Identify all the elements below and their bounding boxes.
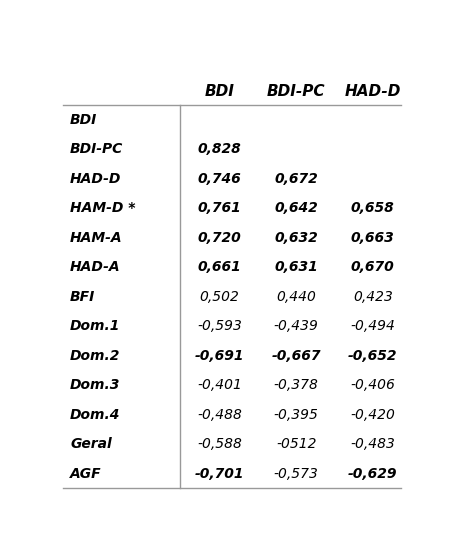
Text: Dom.2: Dom.2 xyxy=(70,349,120,363)
Text: BFI: BFI xyxy=(70,290,95,304)
Text: 0,502: 0,502 xyxy=(200,290,240,304)
Text: 0,670: 0,670 xyxy=(351,260,395,274)
Text: Dom.1: Dom.1 xyxy=(70,319,120,333)
Text: -0,395: -0,395 xyxy=(274,408,319,422)
Text: BDI-PC: BDI-PC xyxy=(267,84,326,99)
Text: -0,629: -0,629 xyxy=(348,467,397,481)
Text: HAM-D *: HAM-D * xyxy=(70,201,136,215)
Text: 0,720: 0,720 xyxy=(198,231,242,245)
Text: BDI-PC: BDI-PC xyxy=(70,142,123,157)
Text: HAD-A: HAD-A xyxy=(70,260,121,274)
Text: 0,423: 0,423 xyxy=(353,290,393,304)
Text: 0,632: 0,632 xyxy=(274,231,318,245)
Text: -0,593: -0,593 xyxy=(197,319,242,333)
Text: 0,672: 0,672 xyxy=(274,172,318,186)
Text: 0,642: 0,642 xyxy=(274,201,318,215)
Text: 0,746: 0,746 xyxy=(198,172,242,186)
Text: -0,483: -0,483 xyxy=(350,437,395,451)
Text: -0,439: -0,439 xyxy=(274,319,319,333)
Text: AGF: AGF xyxy=(70,467,101,481)
Text: Geral: Geral xyxy=(70,437,112,451)
Text: 0,761: 0,761 xyxy=(198,201,242,215)
Text: -0,488: -0,488 xyxy=(197,408,242,422)
Text: HAM-A: HAM-A xyxy=(70,231,123,245)
Text: HAD-D: HAD-D xyxy=(344,84,401,99)
Text: 0,661: 0,661 xyxy=(198,260,242,274)
Text: 0,658: 0,658 xyxy=(351,201,395,215)
Text: -0,652: -0,652 xyxy=(348,349,397,363)
Text: -0,588: -0,588 xyxy=(197,437,242,451)
Text: -0,401: -0,401 xyxy=(197,378,242,392)
Text: Dom.4: Dom.4 xyxy=(70,408,120,422)
Text: -0,378: -0,378 xyxy=(274,378,319,392)
Text: -0,406: -0,406 xyxy=(350,378,395,392)
Text: -0,667: -0,667 xyxy=(272,349,321,363)
Text: 0,440: 0,440 xyxy=(276,290,316,304)
Text: BDI: BDI xyxy=(70,113,97,127)
Text: -0,573: -0,573 xyxy=(274,467,319,481)
Text: 0,631: 0,631 xyxy=(274,260,318,274)
Text: 0,828: 0,828 xyxy=(198,142,242,157)
Text: Dom.3: Dom.3 xyxy=(70,378,120,392)
Text: -0,691: -0,691 xyxy=(195,349,244,363)
Text: BDI: BDI xyxy=(205,84,235,99)
Text: -0,420: -0,420 xyxy=(350,408,395,422)
Text: -0512: -0512 xyxy=(276,437,317,451)
Text: 0,663: 0,663 xyxy=(351,231,395,245)
Text: -0,701: -0,701 xyxy=(195,467,244,481)
Text: -0,494: -0,494 xyxy=(350,319,395,333)
Text: HAD-D: HAD-D xyxy=(70,172,121,186)
